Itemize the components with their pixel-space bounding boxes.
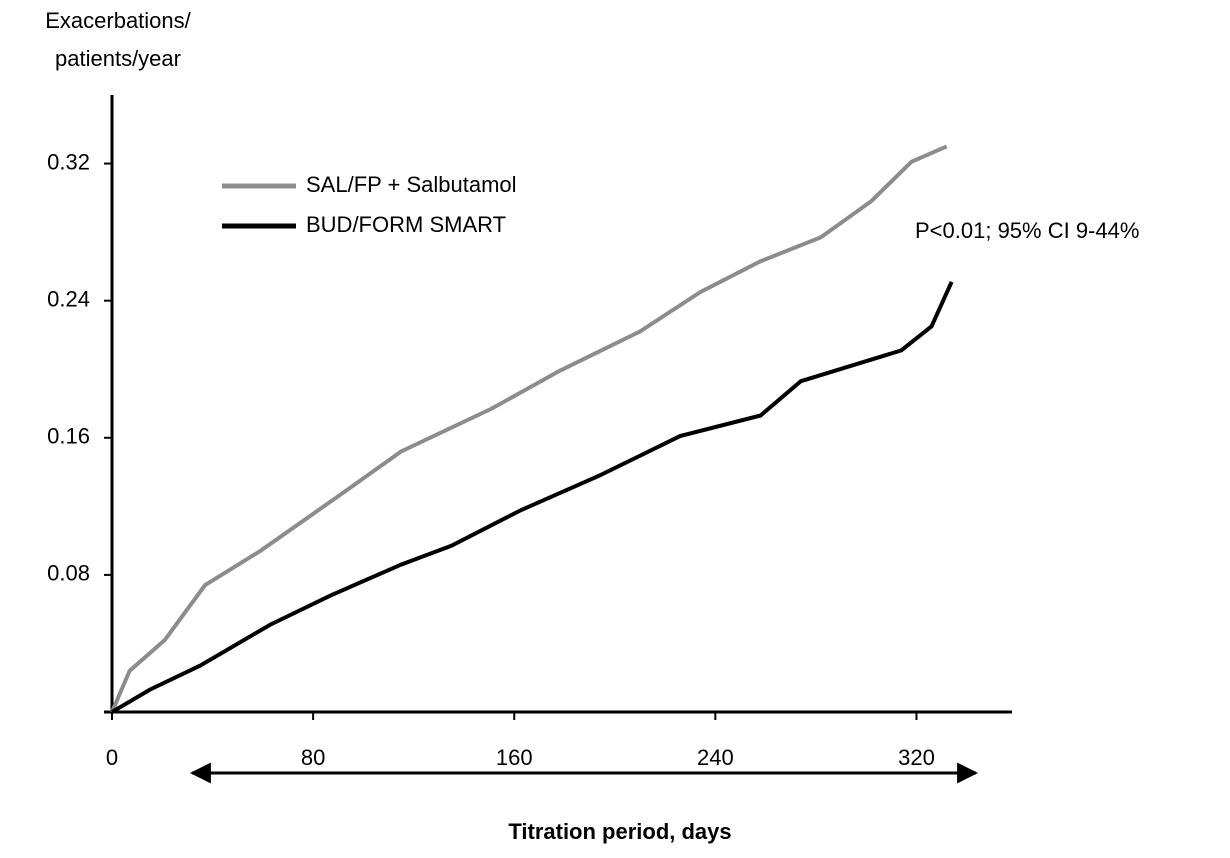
legend-label: SAL/FP + Salbutamol bbox=[306, 172, 517, 197]
x-tick-label: 80 bbox=[301, 745, 325, 770]
y-tick-label: 0.08 bbox=[47, 561, 90, 586]
y-tick-label: 0.24 bbox=[47, 286, 90, 311]
x-tick-label: 160 bbox=[496, 745, 533, 770]
x-axis-label: Titration period, days bbox=[508, 819, 731, 844]
legend-label: BUD/FORM SMART bbox=[306, 212, 506, 237]
y-axis-label: Exacerbations/ bbox=[45, 8, 191, 33]
y-axis-label: patients/year bbox=[55, 46, 181, 71]
x-tick-label: 0 bbox=[106, 745, 118, 770]
data-line bbox=[110, 280, 954, 714]
x-tick-label: 240 bbox=[697, 745, 734, 770]
y-tick-label: 0.16 bbox=[47, 424, 90, 449]
data-line bbox=[110, 144, 948, 713]
annotation: P<0.01; 95% CI 9-44% bbox=[915, 218, 1139, 243]
x-tick-label: 320 bbox=[898, 745, 935, 770]
y-tick-label: 0.32 bbox=[47, 149, 90, 174]
